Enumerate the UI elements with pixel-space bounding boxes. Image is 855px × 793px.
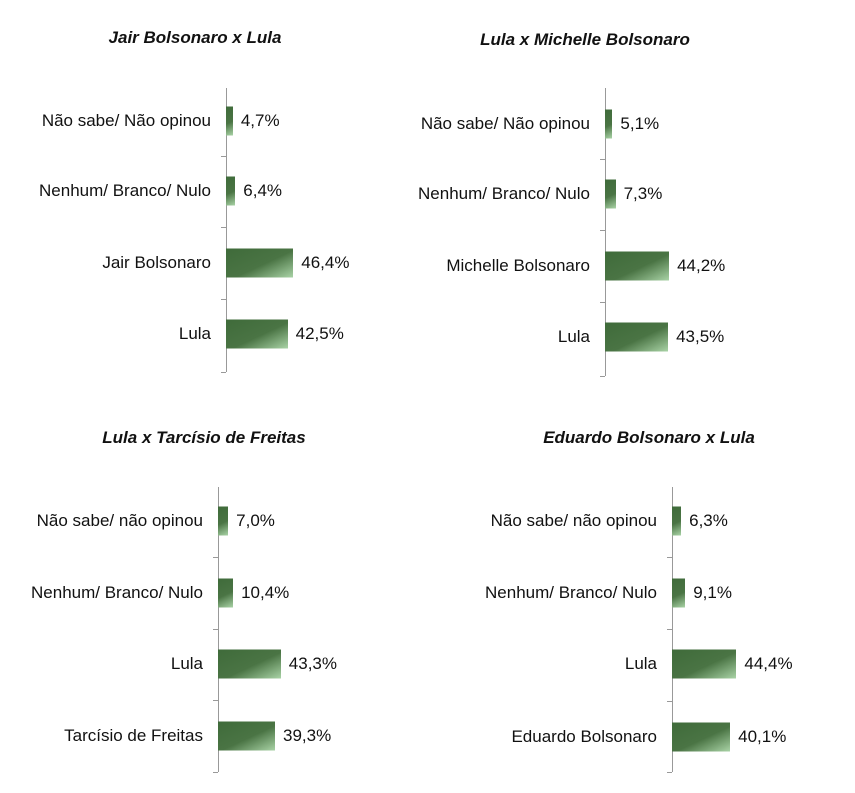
y-axis [218, 487, 219, 772]
data-label: 7,0% [236, 511, 275, 530]
bar [218, 578, 234, 608]
data-label: 46,4% [301, 253, 350, 272]
data-label: 5,1% [620, 114, 660, 133]
category-label: Lula [557, 327, 590, 346]
category-label: Jair Bolsonaro [102, 253, 211, 272]
category-label: Nenhum/ Branco/ Nulo [39, 181, 211, 200]
axis-tick [213, 772, 218, 773]
y-axis [605, 88, 606, 376]
category-label: Michelle Bolsonaro [446, 256, 590, 275]
data-label: 10,4% [241, 583, 290, 602]
data-label: 9,1% [693, 583, 732, 602]
category-label: Nenhum/ Branco/ Nulo [485, 583, 657, 602]
axis-tick [600, 230, 605, 231]
data-label: 42,5% [295, 324, 344, 343]
data-label: 39,3% [282, 726, 332, 745]
bar [605, 322, 669, 352]
category-label: Não sabe/ Não opinou [41, 111, 211, 130]
axis-tick [600, 376, 605, 377]
bar [672, 578, 686, 608]
axis-tick [213, 557, 218, 558]
category-label: Nenhum/ Branco/ Nulo [31, 583, 203, 602]
axis-tick [213, 700, 218, 701]
data-label: 44,2% [677, 256, 726, 275]
category-label: Tarcísio de Freitas [64, 726, 203, 745]
axis-tick [213, 628, 218, 630]
data-label: 40,1% [738, 727, 787, 746]
bar [672, 722, 731, 752]
bar [672, 649, 737, 679]
axis-tick [667, 700, 672, 702]
axis-tick [667, 628, 672, 630]
axis-tick [667, 772, 672, 773]
bar [218, 721, 275, 751]
category-label: Nenhum/ Branco/ Nulo [418, 184, 590, 203]
axis-tick [600, 159, 605, 160]
bar [226, 319, 288, 349]
bar [672, 506, 682, 536]
bar [226, 106, 233, 136]
category-label: Não sabe/ Não opinou [420, 114, 590, 133]
bar [218, 506, 229, 536]
axis-tick [221, 156, 226, 157]
axis-tick [600, 301, 605, 303]
data-label: 4,7% [240, 111, 280, 130]
chart-title: Eduardo Bolsonaro x Lula [543, 428, 755, 447]
category-label: Não sabe/ não opinou [36, 511, 203, 530]
category-label: Lula [624, 654, 657, 673]
category-label: Lula [170, 654, 203, 673]
bar [605, 251, 670, 281]
axis-tick [221, 372, 226, 373]
data-label: 44,4% [744, 654, 793, 673]
chart-title: Jair Bolsonaro x Lula [108, 28, 282, 47]
category-label: Não sabe/ não opinou [490, 511, 657, 530]
data-label: 6,4% [243, 181, 283, 200]
data-label: 43,5% [676, 327, 725, 346]
data-label: 7,3% [623, 184, 663, 203]
axis-tick [221, 227, 226, 228]
bar [226, 248, 294, 278]
axis-tick [221, 298, 226, 300]
axis-tick [667, 557, 672, 558]
y-axis [226, 88, 227, 372]
data-label: 6,3% [689, 511, 728, 530]
chart-title: Lula x Michelle Bolsonaro [480, 30, 690, 49]
category-label: Lula [178, 324, 211, 343]
bar [226, 176, 236, 206]
bar [605, 109, 613, 139]
y-axis [672, 487, 673, 772]
bar [605, 179, 616, 209]
bar [218, 649, 281, 679]
chart-title: Lula x Tarcísio de Freitas [102, 428, 306, 447]
category-label: Eduardo Bolsonaro [511, 727, 657, 746]
data-label: 43,3% [288, 654, 337, 673]
